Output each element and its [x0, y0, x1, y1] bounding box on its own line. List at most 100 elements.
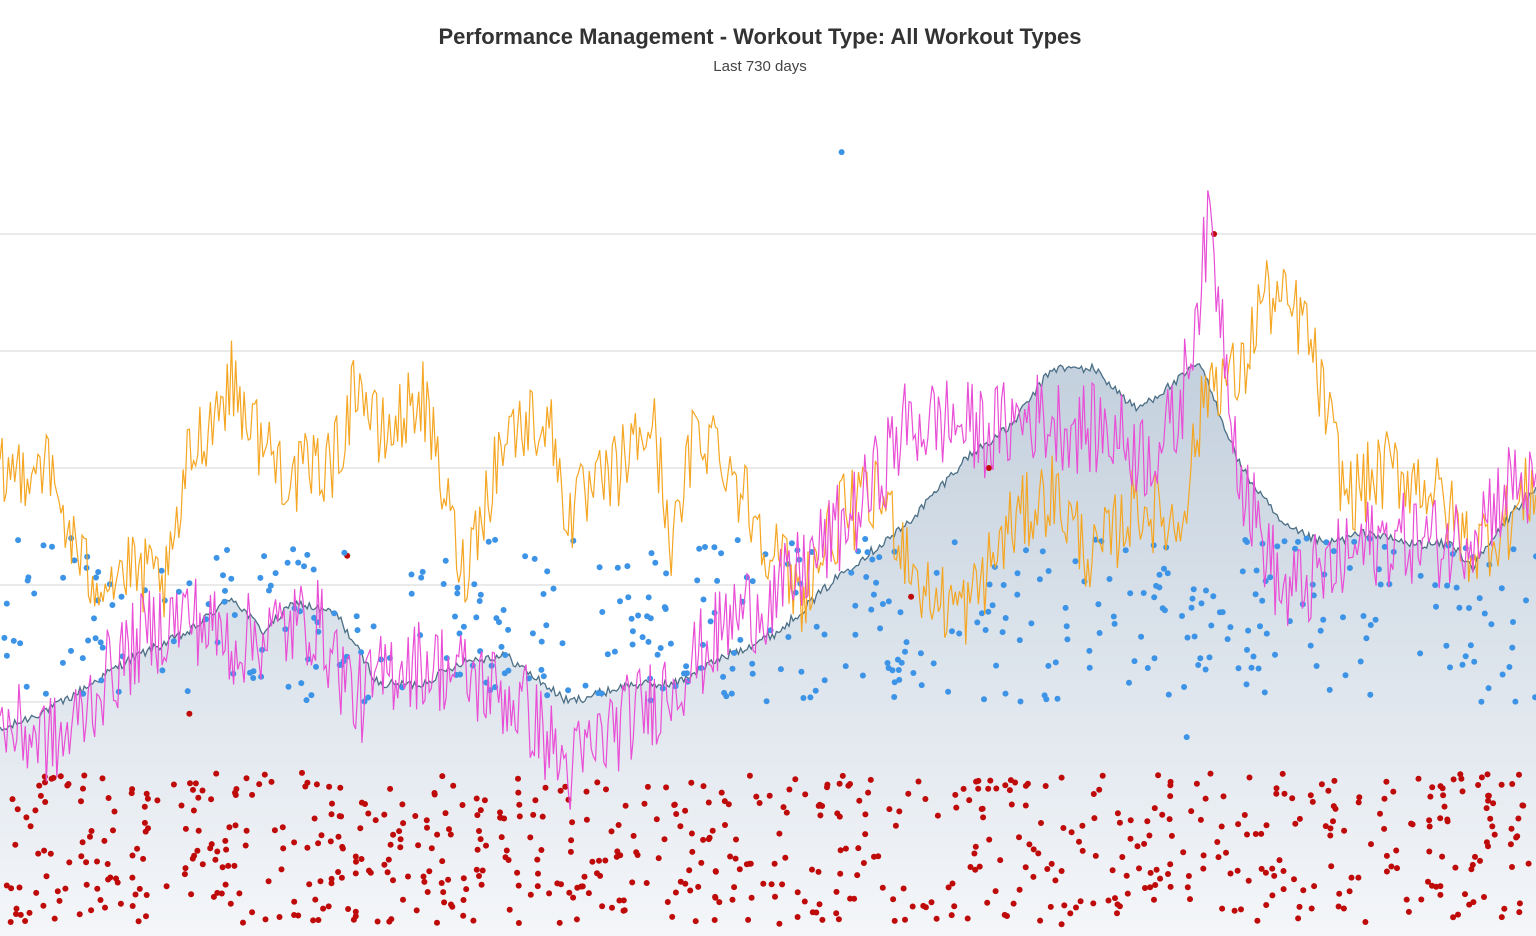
tss-point	[569, 819, 576, 826]
if-point	[1367, 691, 1374, 698]
tss-point	[622, 802, 629, 809]
tss-point	[900, 885, 907, 892]
tss-point	[132, 891, 139, 898]
if-point	[933, 569, 940, 576]
tss-point	[79, 839, 86, 846]
if-point	[3, 652, 10, 659]
if-point	[477, 591, 484, 598]
tss-point	[1300, 887, 1307, 894]
tss-point	[566, 889, 573, 896]
if-point	[1250, 653, 1257, 660]
if-point	[852, 602, 859, 609]
tss-point	[833, 888, 840, 895]
tss-point	[677, 823, 684, 830]
tss-point	[1269, 865, 1276, 872]
if-point	[813, 623, 820, 630]
tss-point	[1147, 884, 1154, 891]
tss-point	[460, 875, 467, 882]
tss-point	[854, 872, 861, 879]
if-point	[3, 600, 10, 607]
tss-point	[479, 867, 486, 874]
tss-point	[1484, 771, 1491, 778]
if-point	[1072, 558, 1079, 565]
tss-point	[993, 785, 1000, 792]
tss-point	[1355, 874, 1362, 881]
tss-point	[669, 913, 676, 920]
tss-point	[1452, 864, 1459, 871]
tss-point	[1383, 778, 1390, 785]
tss-point	[163, 883, 170, 890]
if-point	[119, 653, 126, 660]
tss-point	[644, 783, 651, 790]
tss-point	[62, 885, 69, 892]
tss-point	[980, 814, 987, 821]
if-point	[1532, 694, 1536, 701]
tss-point	[1258, 830, 1265, 837]
tss-point	[794, 889, 801, 896]
tss-point	[686, 867, 693, 874]
tss-point	[1381, 795, 1388, 802]
tss-point	[97, 897, 104, 903]
tss-point	[35, 850, 42, 857]
if-point	[544, 692, 551, 699]
tss-point	[192, 780, 199, 787]
if-point	[1320, 616, 1327, 623]
tss-point	[1348, 874, 1355, 881]
if-point	[440, 581, 447, 587]
tss-point	[909, 903, 916, 910]
tss-point	[908, 593, 915, 600]
tss-point	[51, 915, 58, 922]
if-point	[457, 671, 464, 678]
if-point	[1210, 593, 1217, 600]
if-point	[625, 594, 632, 601]
tss-point	[1030, 846, 1037, 853]
tss-point	[87, 833, 93, 840]
tss-point	[397, 836, 404, 843]
if-point	[1039, 548, 1046, 555]
tss-point	[1485, 792, 1492, 799]
tss-point	[768, 881, 775, 888]
tss-point	[279, 824, 286, 831]
if-point	[10, 637, 17, 644]
if-point	[821, 631, 828, 638]
if-point	[945, 688, 952, 695]
tss-point	[736, 866, 743, 873]
tss-point	[620, 897, 627, 904]
if-point	[985, 608, 992, 615]
tss-point	[1167, 778, 1174, 785]
if-point	[97, 639, 104, 646]
if-point	[1478, 698, 1485, 705]
if-point	[1367, 622, 1374, 628]
tss-point	[470, 917, 477, 924]
if-point	[885, 598, 892, 605]
tss-point	[833, 910, 840, 917]
tss-point	[1067, 910, 1074, 917]
tss-point	[105, 795, 112, 801]
tss-point	[705, 799, 712, 806]
tss-point	[609, 904, 615, 911]
tss-point	[449, 903, 456, 910]
tss-point	[1318, 781, 1325, 788]
tss-point	[1197, 816, 1204, 823]
tss-point	[405, 873, 411, 880]
tss-point	[450, 782, 457, 789]
if-point	[1357, 658, 1364, 665]
tss-point	[13, 905, 20, 912]
if-point	[295, 559, 302, 566]
if-point	[1131, 658, 1138, 665]
if-point	[1151, 655, 1158, 662]
tss-point	[1487, 815, 1494, 822]
if-point	[1181, 684, 1188, 690]
if-point	[1377, 581, 1384, 588]
tss-point	[1263, 822, 1270, 829]
tss-point	[1076, 838, 1082, 845]
tss-point	[842, 845, 849, 852]
if-point	[863, 574, 870, 580]
tss-point	[505, 857, 512, 863]
tss-point	[476, 828, 482, 834]
if-point	[694, 577, 701, 584]
tss-point	[782, 854, 789, 861]
tss-point	[1425, 878, 1431, 885]
if-point	[559, 640, 566, 647]
tss-point	[384, 869, 391, 876]
